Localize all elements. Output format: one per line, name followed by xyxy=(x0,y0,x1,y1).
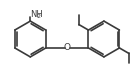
Text: O: O xyxy=(64,43,71,52)
Text: NH: NH xyxy=(30,10,43,19)
Text: 2: 2 xyxy=(37,14,41,19)
